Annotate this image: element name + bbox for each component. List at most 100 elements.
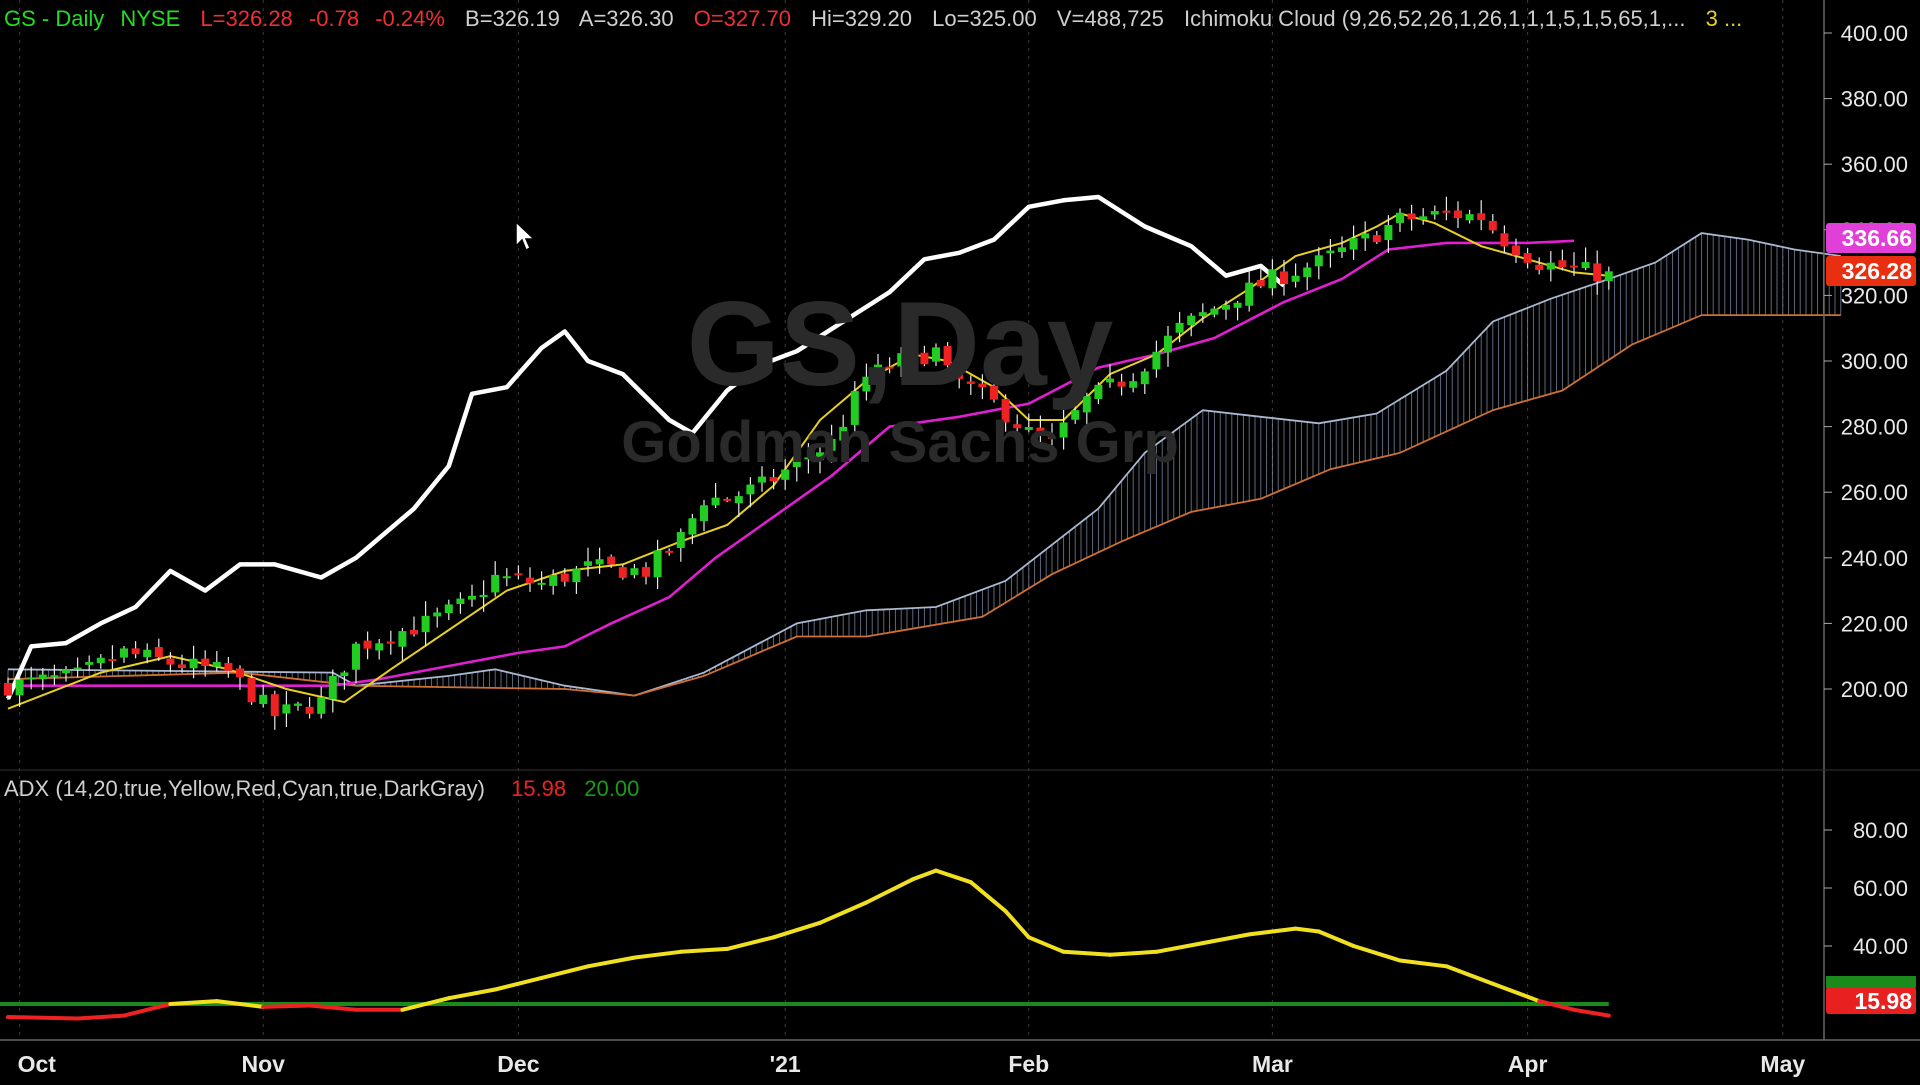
candle[interactable] [1268,259,1277,296]
candle[interactable] [1558,249,1567,271]
candle[interactable] [1233,301,1242,321]
candle[interactable] [62,665,70,682]
candle[interactable] [85,655,94,671]
candle[interactable] [514,565,523,580]
candle[interactable] [456,592,465,614]
candle[interactable] [1129,373,1138,393]
candle[interactable] [247,674,256,705]
candle[interactable] [1523,247,1532,269]
candle[interactable] [1349,225,1358,260]
candle[interactable] [1546,251,1555,282]
candle[interactable] [1094,382,1103,405]
candle[interactable] [1280,259,1288,296]
candle[interactable] [792,446,801,482]
candle[interactable] [1013,414,1022,439]
candle[interactable] [1604,266,1613,290]
candle[interactable] [769,468,778,490]
candle[interactable] [1036,415,1045,445]
candle[interactable] [1535,257,1544,275]
candle[interactable] [734,491,743,517]
candle[interactable] [688,513,697,545]
candle[interactable] [73,657,82,678]
candle[interactable] [978,374,987,400]
candle[interactable] [108,645,117,670]
candle[interactable] [653,539,662,590]
candle[interactable] [642,562,650,585]
candle[interactable] [491,561,500,597]
candle[interactable] [908,344,917,370]
candle[interactable] [572,565,581,594]
candle[interactable] [1465,209,1474,224]
candle[interactable] [1419,208,1428,225]
candle[interactable] [1372,230,1381,245]
candle[interactable] [1303,262,1312,291]
candle[interactable] [328,669,337,713]
candle[interactable] [897,347,906,378]
candle[interactable] [1048,423,1056,446]
candle[interactable] [15,673,24,707]
candle[interactable] [398,628,407,661]
candle[interactable] [526,567,534,592]
candle[interactable] [1570,252,1578,276]
candle[interactable] [1488,214,1497,234]
candle[interactable] [1338,236,1346,258]
candle[interactable] [1187,313,1196,337]
candle[interactable] [433,607,442,628]
candlestick-series[interactable] [4,196,1613,730]
candle[interactable] [1361,221,1370,251]
candle[interactable] [758,466,766,492]
candle[interactable] [502,568,511,587]
candle[interactable] [1593,250,1602,295]
candle[interactable] [340,670,349,690]
candle[interactable] [363,631,372,660]
candle[interactable] [955,356,964,389]
header-symbol[interactable]: GS - Daily [4,6,104,31]
candle[interactable] [166,652,175,672]
candle[interactable] [816,446,824,474]
adx-label[interactable]: ADX (14,20,true,Yellow,Red,Cyan,true,Dar… [4,776,485,801]
candle[interactable] [1396,208,1404,232]
candle[interactable] [723,497,732,503]
candle[interactable] [1500,225,1509,254]
candle[interactable] [839,414,848,444]
candle[interactable] [1222,300,1230,320]
candle[interactable] [932,343,940,367]
candle[interactable] [1581,247,1590,271]
candle[interactable] [1430,205,1439,220]
candle[interactable] [259,684,268,708]
header-indicator[interactable]: Ichimoku Cloud (9,26,52,26,1,26,1,1,1,5,… [1184,6,1685,31]
candle[interactable] [850,381,859,436]
candle[interactable] [1245,270,1254,312]
candle[interactable] [537,571,546,590]
candle[interactable] [1106,364,1114,388]
candle[interactable] [1256,267,1265,289]
candle[interactable] [676,528,685,562]
candle[interactable] [1059,409,1068,450]
candle[interactable] [50,664,59,686]
candle[interactable] [38,668,47,691]
candle[interactable] [468,584,476,607]
candle[interactable] [827,424,836,463]
candle[interactable] [421,601,430,647]
candle[interactable] [96,654,105,669]
candle[interactable] [1175,311,1184,343]
candle[interactable] [270,690,279,730]
candle[interactable] [1210,306,1219,318]
adx-panel[interactable] [0,868,1611,1021]
candle[interactable] [305,697,314,719]
candle[interactable] [549,569,558,595]
candle[interactable] [1314,247,1323,280]
candle[interactable] [874,353,882,386]
candle[interactable] [943,342,952,369]
candle[interactable] [131,641,140,659]
candle[interactable] [212,651,221,672]
candle[interactable] [1082,392,1091,427]
candle[interactable] [1512,238,1520,263]
candle[interactable] [1454,201,1462,229]
candle[interactable] [1001,394,1010,432]
candle[interactable] [560,568,569,587]
candle[interactable] [804,443,813,474]
candle[interactable] [1152,340,1161,378]
candle[interactable] [595,547,604,574]
